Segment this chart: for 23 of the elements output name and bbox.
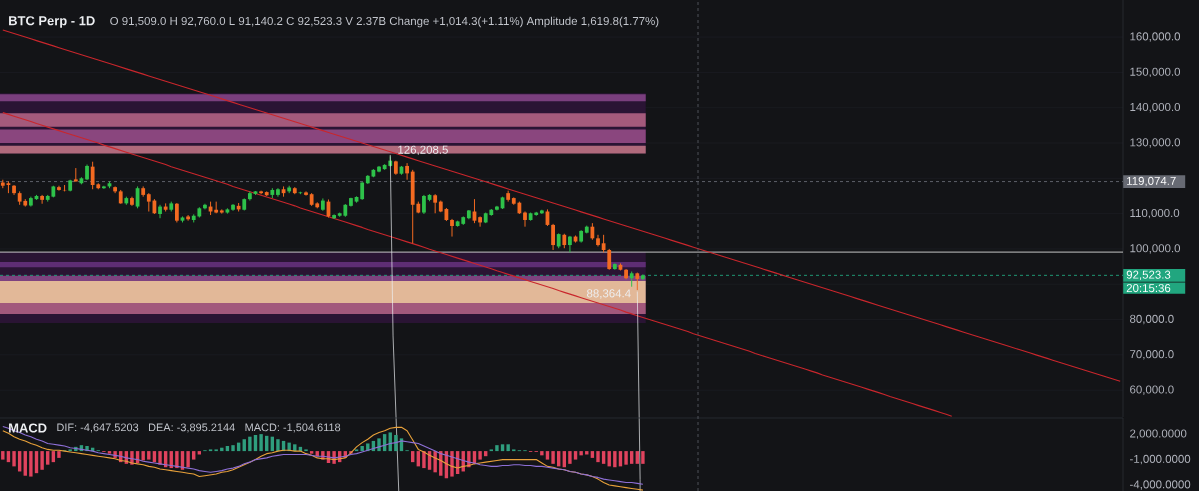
text: 20:15:36 — [1126, 284, 1171, 293]
y-tick-label: -1,000.0000 — [1130, 454, 1191, 465]
y-tick-label: 80,000.0 — [1130, 314, 1174, 325]
annotation: 88,364.4 — [587, 289, 631, 299]
y-tick-label: 110,000.0 — [1130, 208, 1180, 219]
ref-line-label: 119,074.7 — [1127, 176, 1176, 187]
text: O 91,509.0 H 92,760.0 L 91,140.2 C 92,523.3 V 2.37B Change +1,014.3(+1.11%) Amplitude 1,619.8(1.77%) — [110, 16, 659, 28]
ref-line-label: 92,523.3 — [1126, 270, 1171, 281]
y-tick-label: 160,000.0 — [1130, 32, 1181, 42]
annotation: MACD: -1,504.6118 — [245, 423, 341, 433]
y-tick-label: 70,000.0 — [1130, 350, 1174, 360]
annotation: 126,208.5 — [398, 145, 448, 156]
annotation: DIF: -4,647.5203 — [57, 423, 139, 433]
y-tick-label: 60,000.0 — [1130, 385, 1174, 395]
y-tick-label: 100,000.0 — [1130, 244, 1181, 254]
y-tick-label: 130,000.0 — [1130, 138, 1181, 148]
y-tick-label: 150,000.0 — [1130, 67, 1181, 78]
y-tick-label: 140,000.0 — [1130, 102, 1181, 113]
chart-title: MACD — [9, 423, 47, 433]
annotation: DEA: -3,895.2144 — [148, 423, 235, 433]
y-tick-label: 2,000.0000 — [1130, 429, 1187, 439]
text: BTC Perp - 1D — [9, 16, 95, 28]
y-tick-label: -4,000.0000 — [1130, 480, 1191, 490]
